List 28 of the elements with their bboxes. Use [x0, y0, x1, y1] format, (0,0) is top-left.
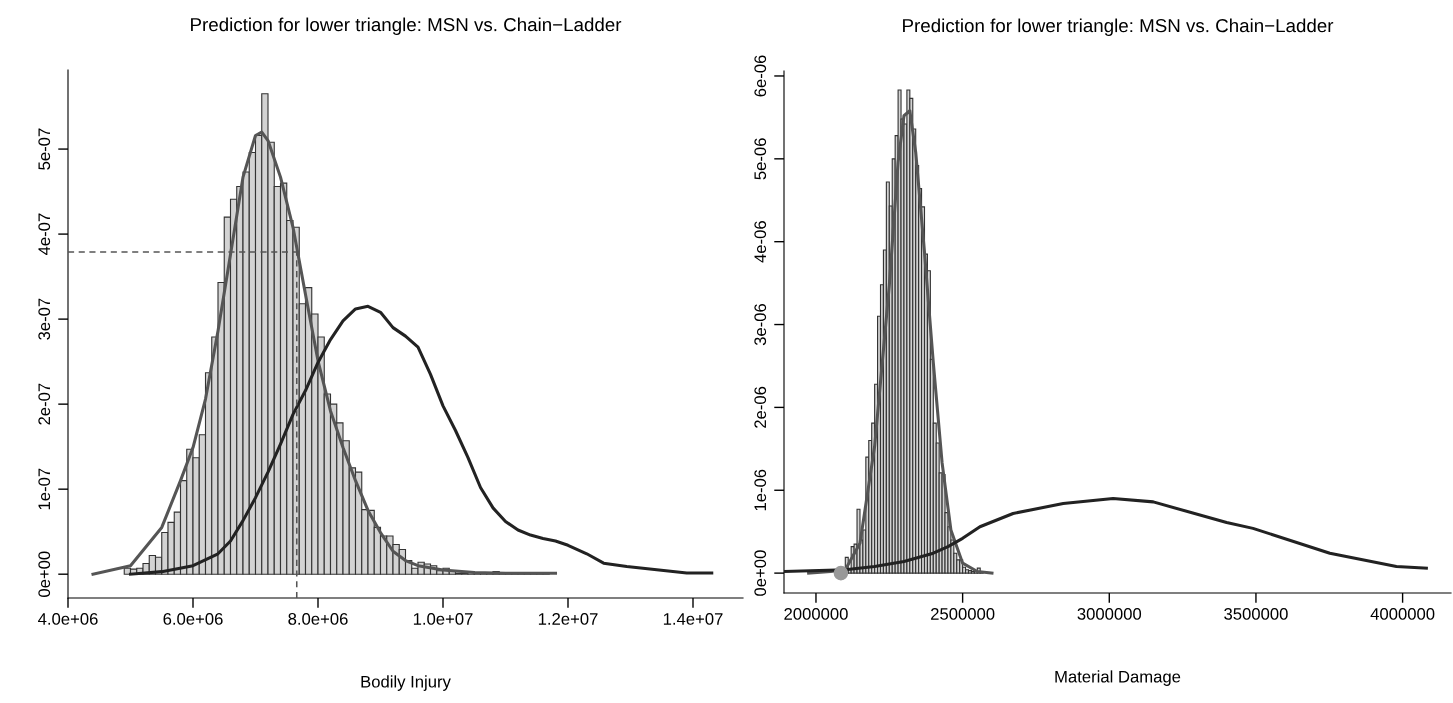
x-tick-label: 2500000	[931, 608, 995, 620]
y-tick-label: 1e-07	[38, 468, 51, 510]
x-tick-label: 6.0e+06	[163, 613, 223, 625]
y-tick-label: 2e-07	[38, 383, 51, 425]
y-tick-label: 5e-07	[38, 128, 51, 170]
y-tick-label: 1e-06	[754, 469, 767, 511]
x-tick-label: 2000000	[784, 608, 848, 620]
chart-title: Prediction for lower triangle: MSN vs. Chain−Ladder	[191, 17, 622, 35]
x-tick-label: 8.0e+06	[288, 613, 348, 625]
y-tick-label: 4e-06	[754, 221, 767, 263]
y-tick-label: 4e-07	[38, 213, 51, 256]
x-axis-title: Material Damage	[1055, 670, 1181, 686]
chart-title: Prediction for lower triangle: MSN vs. Chain−Ladder	[903, 18, 1334, 36]
x-tick-label: 3000000	[1077, 608, 1142, 620]
x-tick-label: 1.4e+07	[663, 613, 723, 625]
x-tick-label: 1.2e+07	[538, 613, 598, 625]
x-tick-label: 4000000	[1370, 608, 1435, 620]
x-axis-title: Bodily Injury	[361, 675, 451, 691]
y-tick-label: 2e-06	[754, 386, 767, 428]
y-tick-label: 0e+00	[754, 550, 767, 596]
y-tick-label: 3e-07	[38, 298, 51, 340]
x-tick-label: 4.0e+06	[38, 613, 98, 625]
x-tick-label: 1.0e+07	[413, 613, 473, 625]
y-tick-label: 0e+00	[38, 551, 51, 597]
y-tick-label: 3e-06	[754, 303, 767, 346]
x-tick-label: 3500000	[1224, 608, 1288, 620]
y-tick-label: 5e-06	[754, 138, 767, 180]
y-tick-label: 6e-06	[754, 55, 767, 97]
